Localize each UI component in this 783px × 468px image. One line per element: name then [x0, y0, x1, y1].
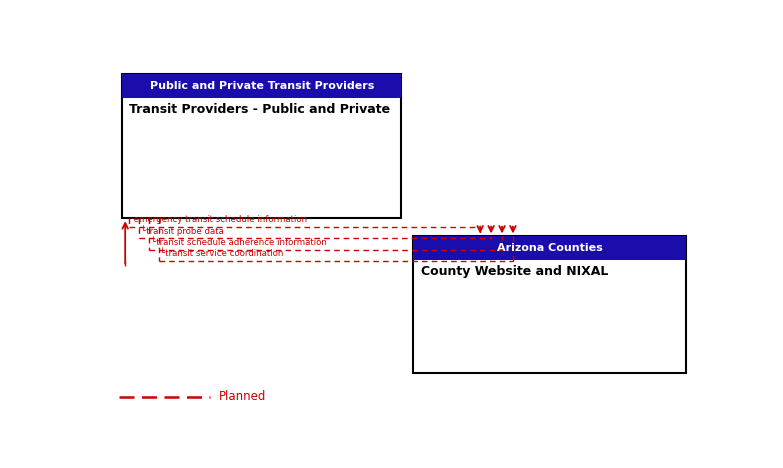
Text: └transit service coordination: └transit service coordination: [161, 249, 283, 258]
Text: └transit probe data: └transit probe data: [141, 225, 224, 235]
Text: Arizona Counties: Arizona Counties: [497, 243, 603, 253]
Bar: [413, 236, 687, 373]
Bar: [413, 236, 687, 260]
Text: └transit schedule adherence information: └transit schedule adherence information: [150, 238, 327, 247]
Text: ·emergency transit schedule information: ·emergency transit schedule information: [132, 215, 308, 224]
Bar: [122, 74, 402, 218]
Text: Public and Private Transit Providers: Public and Private Transit Providers: [150, 81, 374, 91]
Text: Planned: Planned: [219, 390, 267, 403]
Bar: [122, 74, 402, 98]
Text: Transit Providers - Public and Private: Transit Providers - Public and Private: [129, 103, 391, 116]
Text: County Website and NIXAL: County Website and NIXAL: [420, 265, 608, 278]
